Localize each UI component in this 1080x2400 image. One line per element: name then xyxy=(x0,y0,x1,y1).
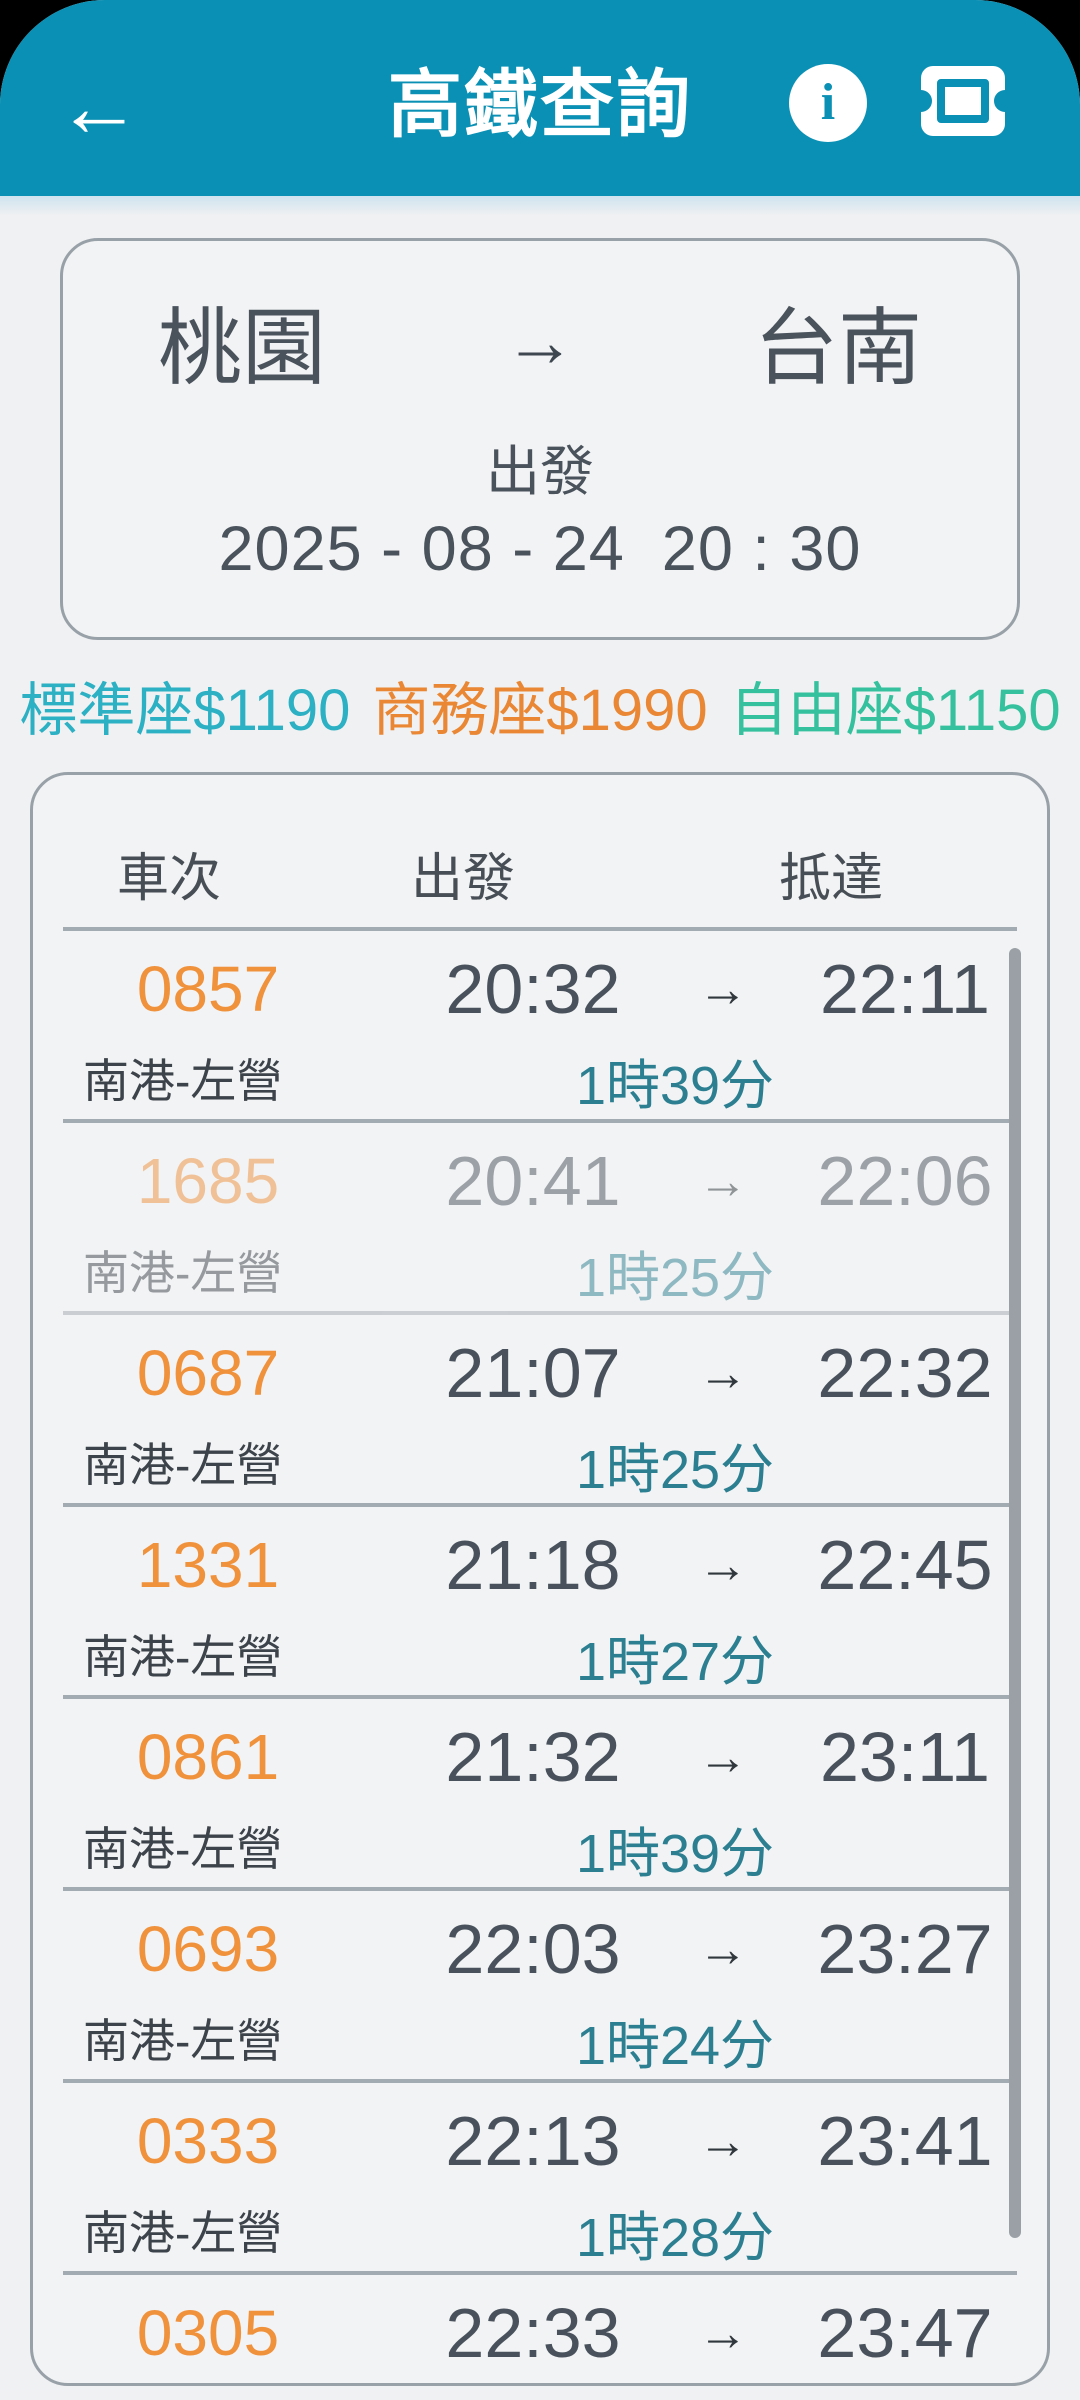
train-number: 0333 xyxy=(136,2105,280,2177)
arrow-right-icon: → xyxy=(698,961,748,1017)
arrow-right-icon: → xyxy=(698,2113,748,2169)
departure-time: 22:33 xyxy=(445,2294,621,2372)
row-divider xyxy=(63,1695,1017,1699)
route-card[interactable]: 桃園 → 台南 出發 2025 - 08 - 24 20 : 30 xyxy=(60,238,1020,640)
page-title: 高鐵查詢 xyxy=(388,62,692,146)
fare-item: 商務座$1990 xyxy=(372,678,708,743)
route-endpoints: 南港-左營 xyxy=(83,1631,283,1683)
table-header-row: 車次 出發 抵達 xyxy=(33,775,1047,927)
info-icon: i xyxy=(820,74,836,131)
arrow-right-icon: → xyxy=(698,1921,748,1977)
stations-row: 桃園 → 台南 xyxy=(63,281,1017,402)
route-endpoints: 南港-左營 xyxy=(83,1823,283,1875)
arrow-right-icon: → xyxy=(504,301,576,382)
train-row[interactable]: 1331 21:18 → 22:45 南港-左營 1時27分 xyxy=(33,1507,1047,1699)
arrival-time: 23:11 xyxy=(820,1718,990,1796)
departure-time: 21:32 xyxy=(445,1718,621,1796)
arrow-right-icon: → xyxy=(698,1729,748,1785)
train-row[interactable]: 0857 20:32 → 22:11 南港-左營 1時39分 xyxy=(33,931,1047,1123)
arrival-time: 22:32 xyxy=(817,1334,993,1412)
arrival-time: 23:47 xyxy=(817,2294,993,2372)
arrival-time: 22:45 xyxy=(817,1526,993,1604)
datetime-value[interactable]: 2025 - 08 - 24 20 : 30 xyxy=(218,514,862,584)
train-number: 0687 xyxy=(136,1337,280,1409)
train-row[interactable]: 0861 21:32 → 23:11 南港-左營 1時39分 xyxy=(33,1699,1047,1891)
arrival-time: 23:27 xyxy=(817,1910,993,1988)
train-row[interactable]: 0333 22:13 → 23:41 南港-左營 1時28分 xyxy=(33,2083,1047,2275)
fare-item: 標準座$1190 xyxy=(19,678,351,743)
departure-time: 21:18 xyxy=(445,1526,621,1604)
trip-duration: 1時25分 xyxy=(575,1440,775,1500)
row-divider xyxy=(63,1503,1017,1507)
destination-station[interactable]: 台南 xyxy=(753,301,922,395)
route-endpoints: 南港-左營 xyxy=(83,1247,283,1299)
departure-time: 22:13 xyxy=(445,2102,621,2180)
trip-duration: 1時39分 xyxy=(575,1824,775,1884)
train-row[interactable]: 0687 21:07 → 22:32 南港-左營 1時25分 xyxy=(33,1315,1047,1507)
arrow-right-icon: → xyxy=(698,2305,748,2361)
departure-time: 22:03 xyxy=(445,1910,621,1988)
train-number: 0305 xyxy=(136,2297,280,2369)
train-number: 0693 xyxy=(136,1913,280,1985)
row-divider xyxy=(63,2271,1017,2275)
arrow-right-icon: → xyxy=(698,1345,748,1401)
departure-time: 20:41 xyxy=(445,1142,621,1220)
arrival-time: 22:06 xyxy=(817,1142,993,1220)
trip-duration: 1時27分 xyxy=(575,1632,775,1692)
scrollbar[interactable] xyxy=(1009,948,1021,2238)
departure-time: 21:07 xyxy=(445,1334,621,1412)
trip-duration: 1時25分 xyxy=(575,1248,775,1308)
trip-duration: 1時28分 xyxy=(575,2208,775,2268)
header-arrival: 抵達 xyxy=(779,850,884,908)
app-bar: ← 高鐵查詢 i xyxy=(0,0,1080,196)
tickets-button[interactable] xyxy=(910,66,1016,136)
header-departure: 出發 xyxy=(411,850,516,908)
fare-item: 自由座$1150 xyxy=(729,678,1061,743)
route-endpoints: 南港-左營 xyxy=(83,2015,283,2067)
train-number: 1331 xyxy=(136,1529,280,1601)
header-train-no: 車次 xyxy=(117,850,222,908)
route-endpoints: 南港-左營 xyxy=(83,1439,283,1491)
train-row[interactable]: 0305 22:33 → 23:47 xyxy=(33,2275,1047,2383)
trip-duration: 1時24分 xyxy=(575,2016,775,2076)
row-divider xyxy=(63,2079,1017,2083)
arrival-time: 22:11 xyxy=(820,950,990,1028)
train-number: 0861 xyxy=(136,1721,280,1793)
row-divider xyxy=(63,1311,1017,1315)
train-list: 0857 20:32 → 22:11 南港-左營 1時39分 1685 20:4… xyxy=(33,931,1047,2383)
row-divider xyxy=(63,1119,1017,1123)
arrow-right-icon: → xyxy=(698,1537,748,1593)
train-number: 0857 xyxy=(136,953,280,1025)
departure-time: 20:32 xyxy=(445,950,621,1028)
back-button[interactable]: ← xyxy=(44,52,154,162)
fare-summary: 標準座$1190 商務座$1990 自由座$1150 xyxy=(0,663,1080,747)
appbar-shadow xyxy=(0,196,1080,216)
route-endpoints: 南港-左營 xyxy=(83,2207,283,2259)
header-divider xyxy=(63,927,1017,931)
trip-duration: 1時39分 xyxy=(575,1056,775,1116)
depart-label: 出發 xyxy=(486,442,594,502)
timetable-card: 車次 出發 抵達 0857 20:32 → 22:11 南港-左營 1時39分 … xyxy=(30,772,1050,2386)
arrow-right-icon: → xyxy=(698,1153,748,1209)
info-button[interactable]: i xyxy=(789,64,867,142)
train-row[interactable]: 0693 22:03 → 23:27 南港-左營 1時24分 xyxy=(33,1891,1047,2083)
train-number: 1685 xyxy=(136,1145,280,1217)
arrow-left-icon: ← xyxy=(56,59,142,155)
origin-station[interactable]: 桃園 xyxy=(158,301,327,395)
arrival-time: 23:41 xyxy=(817,2102,993,2180)
ticket-icon xyxy=(910,66,1016,136)
row-divider xyxy=(63,1887,1017,1891)
train-row[interactable]: 1685 20:41 → 22:06 南港-左營 1時25分 xyxy=(33,1123,1047,1315)
route-endpoints: 南港-左營 xyxy=(83,1055,283,1107)
